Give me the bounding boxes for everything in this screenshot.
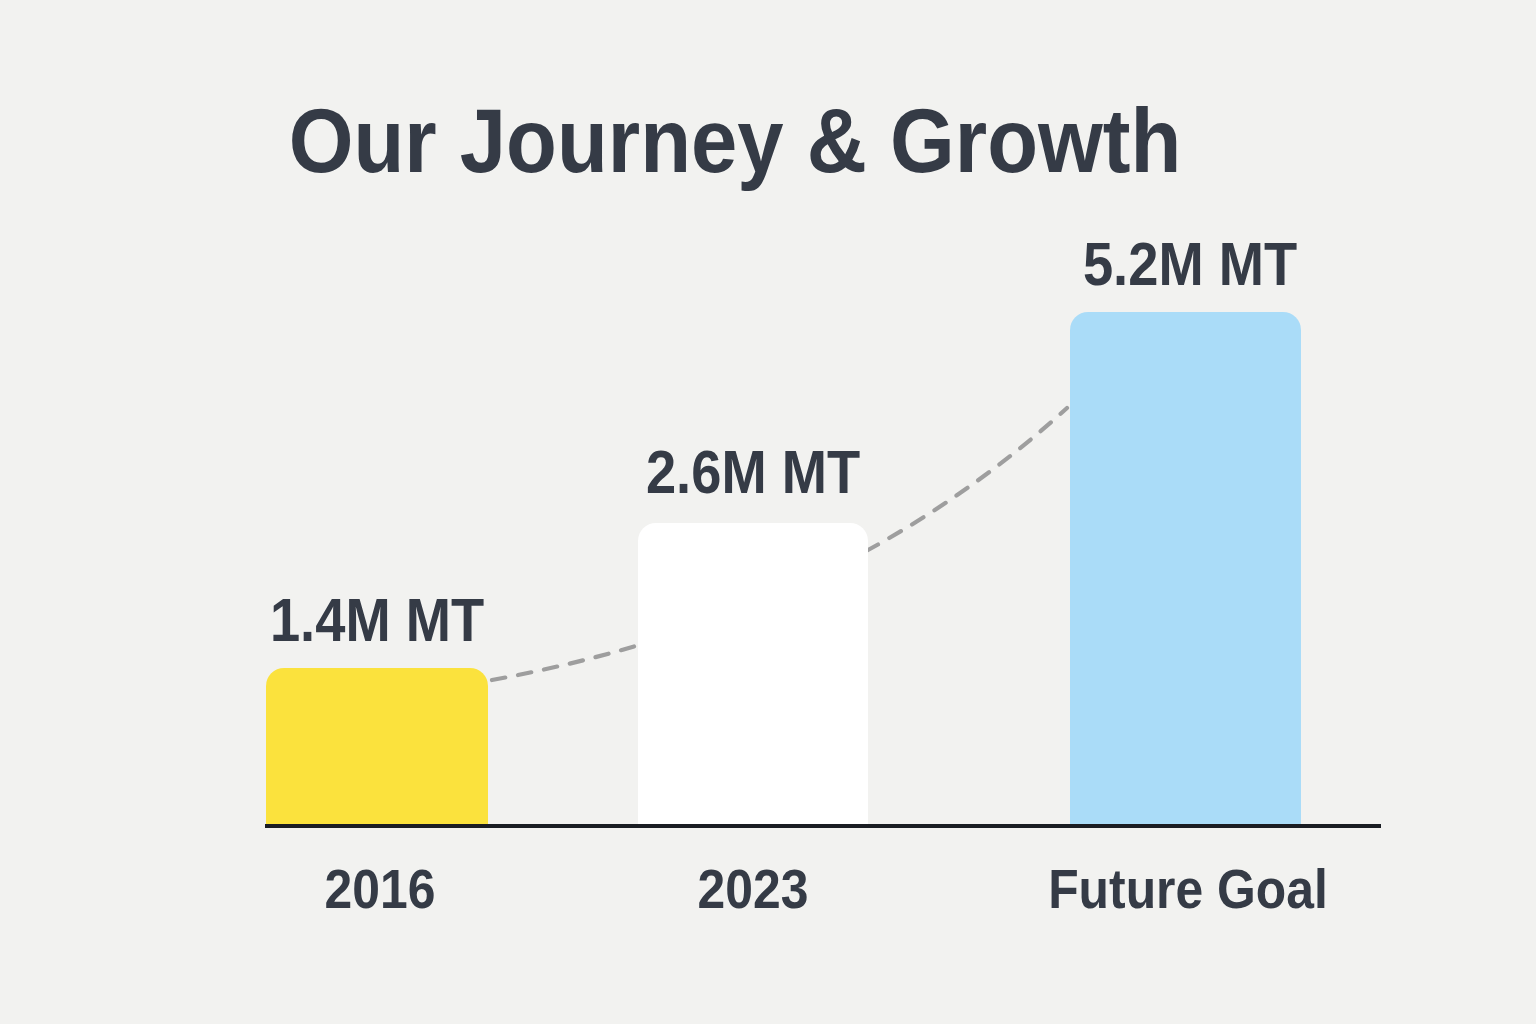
bar-2023 <box>638 523 868 828</box>
x-axis-line <box>265 824 1381 828</box>
value-label-2016: 1.4M MT <box>270 590 484 651</box>
category-label-future-goal: Future Goal <box>1048 861 1328 917</box>
value-label-future-goal: 5.2M MT <box>1083 234 1297 295</box>
growth-bar-chart: Our Journey & Growth 1.4M MT 2.6M MT 5.2… <box>0 0 1536 1024</box>
category-label-2023: 2023 <box>698 861 809 917</box>
category-label-2016: 2016 <box>325 861 436 917</box>
bar-2016 <box>266 668 488 828</box>
value-label-2023: 2.6M MT <box>646 442 860 503</box>
bar-future-goal <box>1070 312 1301 828</box>
